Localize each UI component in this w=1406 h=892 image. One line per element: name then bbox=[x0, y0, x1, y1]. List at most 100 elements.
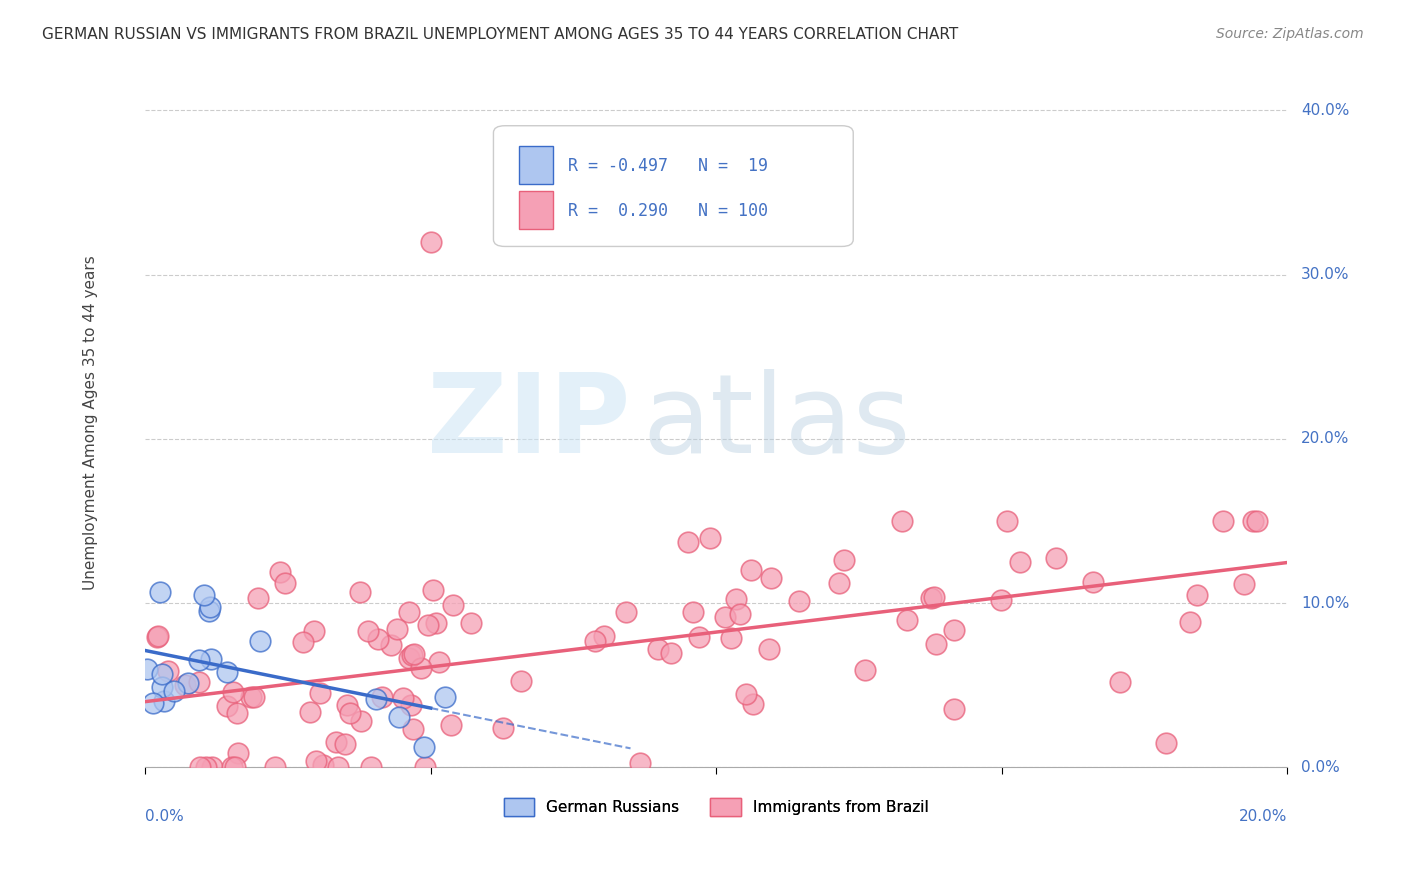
Point bbox=[942, 624, 965, 638]
Point bbox=[735, 687, 758, 701]
Point bbox=[240, 690, 263, 705]
Point bbox=[676, 534, 699, 549]
Text: R =  0.290   N = 100: R = 0.290 N = 100 bbox=[568, 202, 768, 219]
Point bbox=[1045, 550, 1067, 565]
Point bbox=[682, 605, 704, 619]
Point bbox=[190, 760, 212, 774]
Point bbox=[312, 758, 335, 772]
Point bbox=[759, 571, 782, 585]
Point bbox=[740, 563, 762, 577]
Point bbox=[150, 681, 173, 695]
Point bbox=[990, 593, 1012, 607]
Text: R = -0.497   N =  19: R = -0.497 N = 19 bbox=[568, 157, 768, 175]
Point bbox=[922, 590, 945, 604]
Point bbox=[336, 698, 359, 712]
Point bbox=[896, 613, 918, 627]
Point bbox=[142, 696, 165, 710]
Point bbox=[920, 591, 942, 605]
Point bbox=[195, 760, 218, 774]
Point bbox=[1010, 555, 1032, 569]
Point bbox=[198, 604, 221, 618]
Point bbox=[398, 651, 420, 665]
Text: 10.0%: 10.0% bbox=[1301, 596, 1350, 610]
Point bbox=[742, 698, 765, 712]
Point bbox=[713, 610, 735, 624]
Point bbox=[720, 632, 742, 646]
Point bbox=[1233, 577, 1256, 591]
Point bbox=[460, 616, 482, 631]
Point bbox=[995, 514, 1018, 528]
Text: GERMAN RUSSIAN VS IMMIGRANTS FROM BRAZIL UNEMPLOYMENT AMONG AGES 35 TO 44 YEARS : GERMAN RUSSIAN VS IMMIGRANTS FROM BRAZIL… bbox=[42, 27, 959, 42]
FancyBboxPatch shape bbox=[519, 191, 553, 229]
Point bbox=[333, 737, 356, 751]
Point bbox=[433, 690, 456, 705]
Point bbox=[628, 756, 651, 771]
Point bbox=[1178, 615, 1201, 629]
Point bbox=[385, 622, 408, 636]
Text: 0.0%: 0.0% bbox=[1301, 760, 1340, 775]
Point bbox=[787, 593, 810, 607]
Point bbox=[163, 684, 186, 698]
Point bbox=[326, 760, 349, 774]
Point bbox=[350, 714, 373, 728]
Point bbox=[224, 760, 246, 774]
Point bbox=[413, 760, 436, 774]
Point bbox=[614, 605, 637, 619]
Point bbox=[360, 760, 382, 774]
Point bbox=[222, 685, 245, 699]
Point bbox=[309, 686, 332, 700]
Text: 20.0%: 20.0% bbox=[1239, 809, 1288, 823]
Point bbox=[177, 676, 200, 690]
Point bbox=[305, 754, 328, 768]
Point bbox=[1083, 575, 1105, 590]
Point bbox=[853, 663, 876, 677]
Point bbox=[135, 662, 157, 676]
Point bbox=[228, 746, 250, 760]
Point bbox=[146, 631, 169, 645]
Point bbox=[413, 739, 436, 754]
Point bbox=[274, 575, 297, 590]
Point bbox=[1212, 514, 1234, 528]
Point bbox=[246, 591, 269, 605]
Point bbox=[215, 665, 238, 680]
Text: 0.0%: 0.0% bbox=[145, 809, 184, 823]
Point bbox=[699, 531, 721, 545]
Point bbox=[221, 760, 243, 774]
Point bbox=[399, 698, 422, 713]
FancyBboxPatch shape bbox=[519, 146, 553, 185]
Point bbox=[380, 638, 402, 652]
Point bbox=[942, 702, 965, 716]
Point bbox=[200, 760, 222, 774]
Point bbox=[398, 605, 420, 619]
Point bbox=[419, 235, 441, 249]
Point bbox=[828, 576, 851, 591]
Legend: German Russians, Immigrants from Brazil: German Russians, Immigrants from Brazil bbox=[498, 792, 935, 822]
Text: Source: ZipAtlas.com: Source: ZipAtlas.com bbox=[1216, 27, 1364, 41]
Point bbox=[832, 553, 855, 567]
Point bbox=[728, 607, 751, 622]
Point bbox=[1154, 736, 1177, 750]
Point bbox=[302, 624, 325, 638]
Point bbox=[298, 705, 321, 719]
Text: 30.0%: 30.0% bbox=[1301, 267, 1350, 282]
Point bbox=[688, 630, 710, 644]
Point bbox=[647, 641, 669, 656]
Point bbox=[416, 617, 439, 632]
Point bbox=[401, 648, 423, 663]
Point bbox=[187, 674, 209, 689]
Point bbox=[339, 706, 361, 720]
Point bbox=[188, 653, 211, 667]
Point bbox=[1241, 514, 1264, 528]
Point bbox=[1246, 514, 1268, 528]
Point bbox=[758, 642, 780, 657]
Point bbox=[249, 634, 271, 648]
Point bbox=[349, 584, 371, 599]
Point bbox=[425, 615, 447, 630]
Point bbox=[391, 691, 413, 706]
Point bbox=[661, 646, 683, 660]
Point bbox=[200, 599, 222, 614]
Point bbox=[409, 660, 432, 674]
Point bbox=[367, 632, 389, 647]
Point bbox=[217, 699, 239, 714]
Point bbox=[157, 664, 180, 678]
